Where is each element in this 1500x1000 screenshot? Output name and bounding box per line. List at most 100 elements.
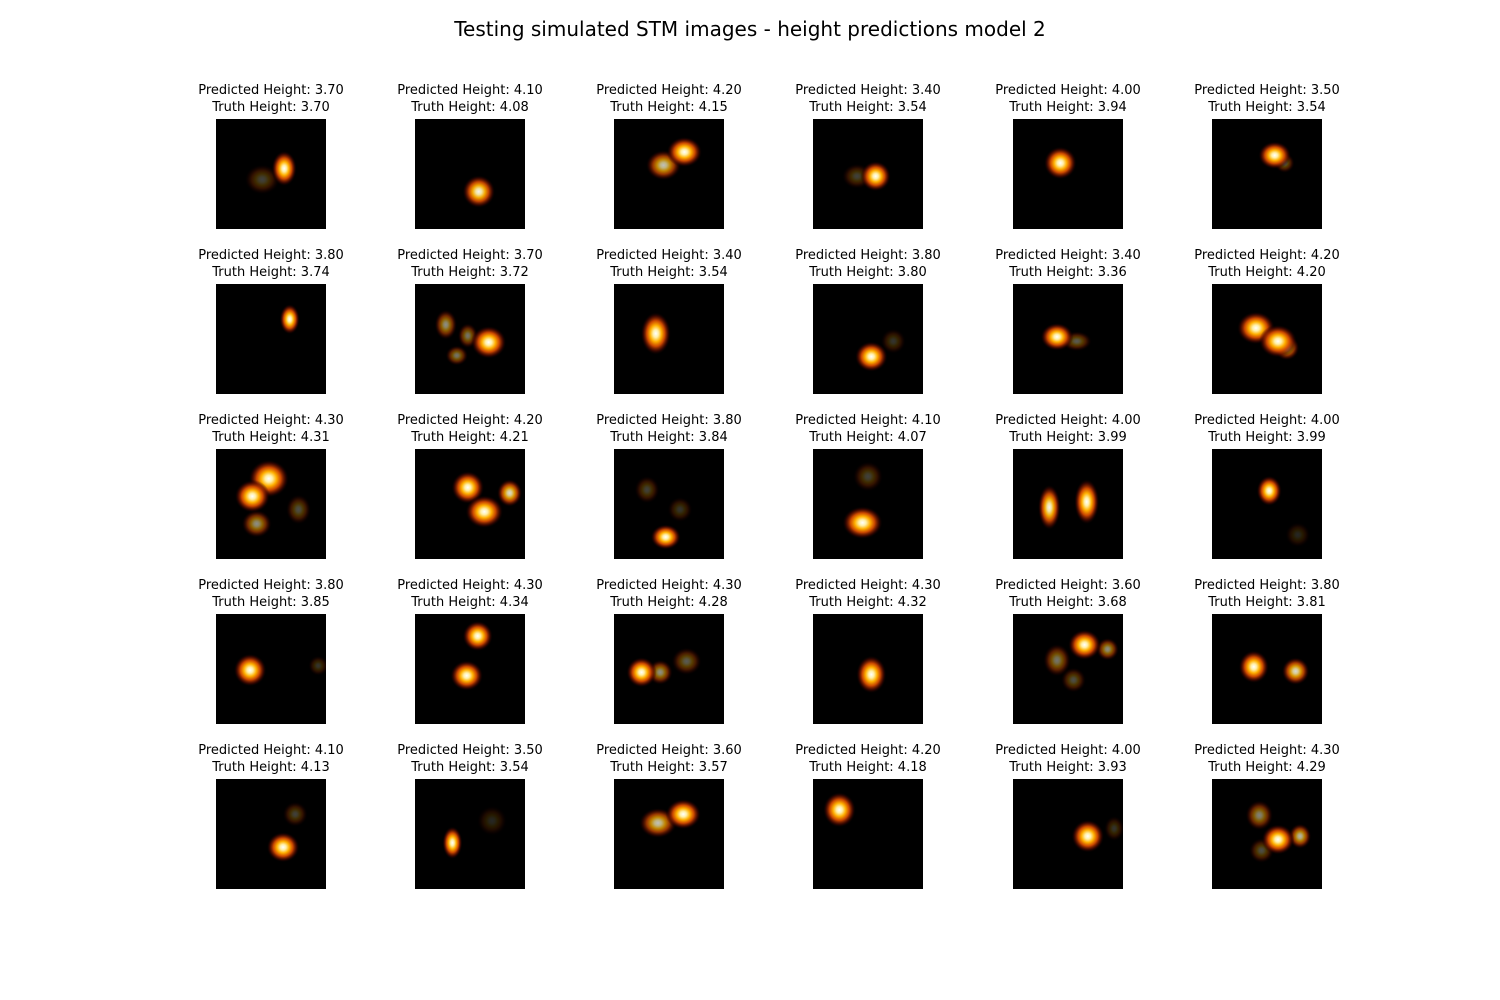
- stm-blob: [234, 479, 271, 513]
- stm-panel: Predicted Height: 4.10 Truth Height: 4.08: [370, 82, 570, 247]
- stm-blob: [1060, 667, 1087, 693]
- predicted-height-label: Predicted Height: 3.80: [198, 248, 344, 263]
- truth-height-label: Truth Height: 4.07: [809, 430, 927, 445]
- truth-height-label: Truth Height: 3.54: [411, 760, 529, 775]
- stm-blob: [626, 657, 657, 688]
- stm-image: [614, 119, 724, 229]
- stm-image: [1013, 449, 1123, 559]
- stm-image: [813, 449, 923, 559]
- stm-heatmap: [1013, 119, 1123, 229]
- stm-image: [813, 614, 923, 724]
- predicted-height-label: Predicted Height: 3.80: [795, 248, 941, 263]
- stm-heatmap: [415, 284, 525, 394]
- stm-panel: Predicted Height: 3.60 Truth Height: 3.57: [569, 742, 769, 907]
- stm-heatmap: [216, 779, 326, 889]
- stm-blob: [640, 311, 671, 356]
- stm-heatmap: [415, 614, 525, 724]
- stm-heatmap: [415, 449, 525, 559]
- truth-height-label: Truth Height: 3.74: [212, 265, 330, 280]
- stm-image: [216, 779, 326, 889]
- predicted-height-label: Predicted Height: 4.10: [795, 413, 941, 428]
- stm-blob: [1281, 657, 1310, 686]
- predicted-height-label: Predicted Height: 4.20: [795, 743, 941, 758]
- stm-image: [614, 614, 724, 724]
- stm-panel: Predicted Height: 4.20 Truth Height: 4.20: [1167, 247, 1367, 412]
- stm-blob: [434, 309, 458, 340]
- stm-panel: Predicted Height: 4.00 Truth Height: 3.99: [1167, 412, 1367, 577]
- predicted-height-label: Predicted Height: 4.00: [1194, 413, 1340, 428]
- stm-image: [216, 449, 326, 559]
- stm-panel: Predicted Height: 4.30 Truth Height: 4.29: [1167, 742, 1367, 907]
- truth-height-label: Truth Height: 4.15: [610, 100, 728, 115]
- truth-height-label: Truth Height: 4.08: [411, 100, 529, 115]
- stm-panel: Predicted Height: 3.40 Truth Height: 3.36: [968, 247, 1168, 412]
- stm-image: [1013, 284, 1123, 394]
- stm-panel: Predicted Height: 3.80 Truth Height: 3.84: [569, 412, 769, 577]
- stm-image: [614, 779, 724, 889]
- stm-heatmap: [1212, 119, 1322, 229]
- stm-blob: [470, 325, 507, 359]
- stm-blob: [1037, 484, 1061, 531]
- truth-height-label: Truth Height: 3.72: [411, 265, 529, 280]
- stm-panel: Predicted Height: 3.70 Truth Height: 3.72: [370, 247, 570, 412]
- stm-image: [1013, 119, 1123, 229]
- stm-image: [1212, 614, 1322, 724]
- truth-height-label: Truth Height: 3.85: [212, 595, 330, 610]
- stm-blob: [842, 506, 883, 540]
- stm-image: [415, 284, 525, 394]
- stm-image: [1212, 779, 1322, 889]
- predicted-height-label: Predicted Height: 4.00: [995, 83, 1141, 98]
- stm-image: [1212, 284, 1322, 394]
- stm-image: [614, 284, 724, 394]
- stm-blob: [1288, 823, 1312, 849]
- stm-panel: Predicted Height: 4.30 Truth Height: 4.31: [171, 412, 371, 577]
- predicted-height-label: Predicted Height: 4.00: [995, 413, 1141, 428]
- stm-heatmap: [1013, 779, 1123, 889]
- stm-image: [216, 614, 326, 724]
- stm-panel: Predicted Height: 3.80 Truth Height: 3.81: [1167, 577, 1367, 742]
- stm-panel: Predicted Height: 4.10 Truth Height: 4.07: [768, 412, 968, 577]
- stm-image: [216, 119, 326, 229]
- figure-title: Testing simulated STM images - height pr…: [454, 17, 1046, 41]
- stm-blob: [856, 655, 887, 694]
- predicted-height-label: Predicted Height: 3.50: [1194, 83, 1340, 98]
- stm-heatmap: [1013, 614, 1123, 724]
- predicted-height-label: Predicted Height: 4.20: [596, 83, 742, 98]
- stm-blob: [308, 655, 326, 676]
- stm-blob: [1256, 475, 1282, 506]
- predicted-height-label: Predicted Height: 4.30: [596, 578, 742, 593]
- stm-image: [813, 779, 923, 889]
- predicted-height-label: Predicted Height: 3.60: [995, 578, 1141, 593]
- stm-blob: [476, 805, 508, 836]
- stm-panel: Predicted Height: 3.60 Truth Height: 3.68: [968, 577, 1168, 742]
- stm-blob: [271, 150, 297, 187]
- stm-blob: [465, 495, 504, 529]
- predicted-height-label: Predicted Height: 3.70: [397, 248, 543, 263]
- stm-panel: Predicted Height: 3.50 Truth Height: 3.54: [1167, 82, 1367, 247]
- stm-heatmap: [1212, 614, 1322, 724]
- stm-blob: [241, 509, 272, 538]
- stm-image: [614, 449, 724, 559]
- stm-blob: [451, 471, 485, 504]
- predicted-height-label: Predicted Height: 4.00: [995, 743, 1141, 758]
- truth-height-label: Truth Height: 3.57: [610, 760, 728, 775]
- stm-blob: [1238, 650, 1269, 684]
- stm-image: [415, 779, 525, 889]
- stm-blob: [854, 341, 888, 372]
- truth-height-label: Truth Height: 4.34: [411, 595, 529, 610]
- stm-blob: [650, 524, 681, 550]
- predicted-height-label: Predicted Height: 4.10: [198, 743, 344, 758]
- truth-height-label: Truth Height: 4.32: [809, 595, 927, 610]
- stm-blob: [279, 304, 300, 335]
- stm-image: [415, 119, 525, 229]
- truth-height-label: Truth Height: 3.36: [1009, 265, 1127, 280]
- stm-panel: Predicted Height: 4.20 Truth Height: 4.15: [569, 82, 769, 247]
- predicted-height-label: Predicted Height: 4.30: [198, 413, 344, 428]
- stm-blob: [462, 620, 493, 652]
- stm-heatmap: [614, 449, 724, 559]
- stm-heatmap: [415, 119, 525, 229]
- stm-panel: Predicted Height: 4.30 Truth Height: 4.32: [768, 577, 968, 742]
- stm-heatmap: [1212, 449, 1322, 559]
- stm-panel: Predicted Height: 3.70 Truth Height: 3.70: [171, 82, 371, 247]
- predicted-height-label: Predicted Height: 4.30: [1194, 743, 1340, 758]
